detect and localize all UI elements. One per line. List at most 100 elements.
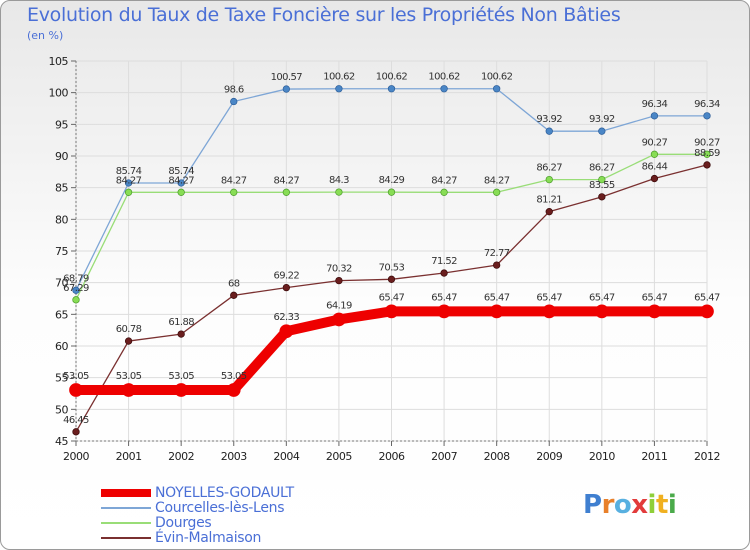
x-tick-label: 2011 [641, 450, 667, 463]
data-label: 61.88 [168, 317, 194, 328]
data-label: 84.27 [221, 175, 247, 186]
y-tick-label: 75 [55, 245, 68, 258]
data-point [647, 304, 662, 319]
data-label: 65.47 [484, 292, 510, 303]
logo-letter: P [583, 490, 602, 520]
logo-letter: o [613, 490, 632, 520]
data-point [230, 291, 238, 299]
logo-letter: i [667, 490, 677, 520]
data-label: 65.47 [642, 292, 668, 303]
data-point [489, 304, 504, 319]
data-label: 84.27 [274, 175, 300, 186]
legend-item-evin-malmaison[interactable]: Évin-Malmaison [101, 530, 361, 546]
data-point [703, 150, 711, 158]
data-label: 69.22 [274, 271, 300, 282]
legend-item-noyelles-godault[interactable]: NOYELLES-GODAULT [101, 485, 361, 501]
x-tick-label: 2006 [379, 450, 405, 463]
data-label: 81.21 [536, 195, 562, 206]
legend-item-courcelles[interactable]: Courcelles-lès-Lens [101, 500, 361, 516]
data-point [72, 296, 80, 304]
data-label: 88.59 [694, 148, 720, 159]
legend-item-dourges[interactable]: Dourges [101, 515, 361, 531]
logo-letter: t [655, 490, 668, 520]
y-unit-label: (en %) [27, 29, 64, 42]
data-point [700, 304, 714, 319]
y-tick-label: 85 [55, 182, 68, 195]
data-points [69, 85, 714, 436]
proxiti-logo: Proxiti [583, 490, 677, 520]
data-label: 85.74 [116, 166, 142, 177]
data-point [230, 188, 238, 196]
y-tick-label: 90 [55, 150, 68, 163]
data-label: 90.27 [694, 137, 720, 148]
data-label: 85.74 [168, 166, 194, 177]
data-label: 93.92 [589, 114, 615, 125]
data-point [437, 304, 451, 319]
data-label: 60.78 [116, 324, 142, 335]
data-point [545, 175, 553, 184]
data-point [121, 383, 136, 397]
data-label: 65.47 [536, 292, 562, 303]
data-point [230, 97, 238, 106]
x-tick-label: 2007 [431, 450, 457, 463]
data-point [598, 127, 606, 135]
y-tick-label: 100 [49, 87, 69, 100]
x-tick-label: 2001 [116, 450, 142, 463]
y-tick-label: 45 [55, 435, 68, 448]
data-label: 86.27 [589, 163, 615, 174]
data-point [69, 383, 83, 397]
data-label: 46.45 [63, 415, 89, 426]
y-tick-label: 55 [55, 372, 68, 385]
data-point [177, 188, 185, 196]
data-label: 65.47 [379, 292, 405, 303]
y-tick-label: 50 [55, 403, 68, 416]
data-label: 53.05 [116, 371, 142, 382]
data-label: 65.47 [431, 292, 457, 303]
data-label: 53.05 [221, 371, 247, 382]
data-label: 68.79 [63, 273, 89, 284]
logo-letter: r [601, 490, 615, 520]
data-point [703, 112, 711, 120]
data-point [594, 304, 609, 319]
data-point [282, 85, 290, 93]
data-point [545, 208, 553, 216]
data-point [124, 188, 133, 196]
data-point [384, 304, 399, 319]
chart-title: Evolution du Taux de Taxe Foncière sur l… [27, 4, 621, 26]
data-label: 68 [228, 278, 240, 289]
logo-letter: i [647, 490, 657, 520]
data-label: 84.27 [484, 175, 510, 186]
y-tick-label: 65 [55, 308, 68, 321]
data-point [282, 188, 290, 196]
legend-label: Évin-Malmaison [155, 530, 262, 546]
legend-label: Dourges [155, 515, 212, 531]
data-point [335, 276, 343, 285]
data-label: 64.19 [326, 300, 352, 311]
data-point [440, 188, 448, 196]
data-point [226, 383, 241, 397]
data-label: 86.44 [642, 162, 668, 173]
x-tick-label: 2005 [326, 450, 352, 463]
y-tick-label: 95 [55, 118, 68, 131]
data-label: 62.33 [274, 312, 300, 323]
data-point [650, 150, 659, 158]
data-label: 84.27 [431, 175, 457, 186]
data-point [124, 337, 133, 345]
data-label: 65.47 [589, 292, 615, 303]
data-point [174, 383, 189, 397]
data-point [279, 324, 294, 339]
data-label: 90.27 [642, 137, 668, 148]
legend-label: NOYELLES-GODAULT [155, 485, 294, 501]
x-tick-label: 2010 [589, 450, 615, 463]
legend-swatch [101, 522, 151, 524]
data-point [124, 179, 133, 187]
data-label: 98.6 [224, 85, 244, 96]
data-point [177, 179, 185, 187]
data-point [332, 312, 346, 327]
x-tick-label: 2012 [694, 450, 720, 463]
data-point [72, 428, 80, 436]
x-tick-label: 2002 [168, 450, 194, 463]
data-label: 53.05 [63, 371, 89, 382]
data-point [387, 188, 396, 196]
data-point [493, 85, 501, 93]
